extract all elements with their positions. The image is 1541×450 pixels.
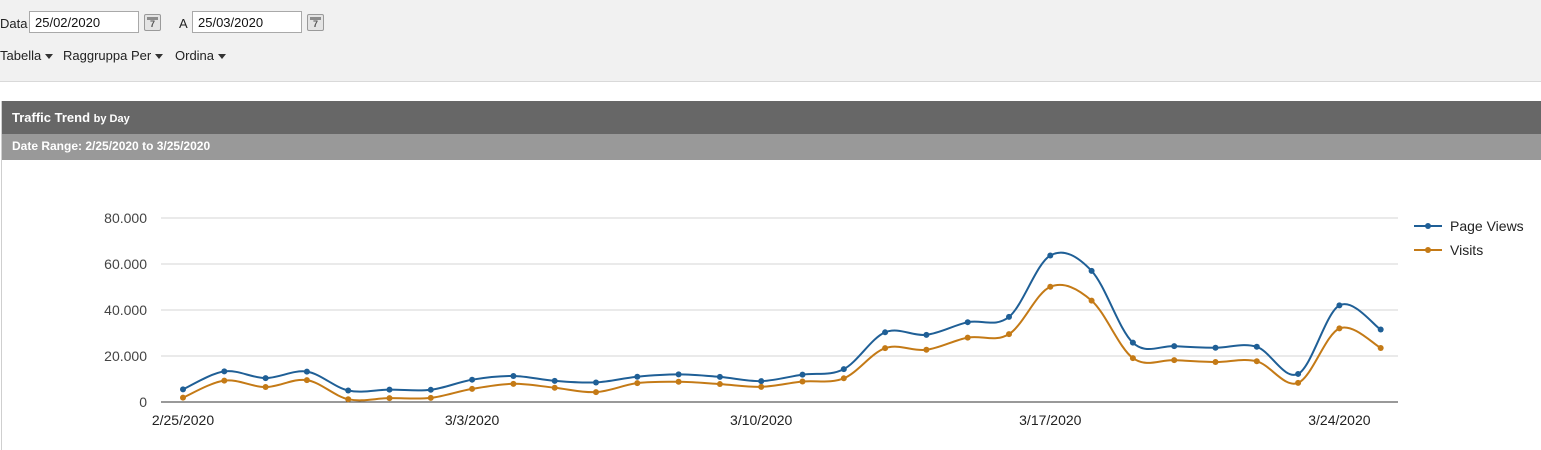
data-point-visits [427,394,434,401]
data-point-page-views [634,373,641,380]
data-point-page-views [758,378,765,385]
x-tick-label: 3/10/2020 [730,412,792,428]
chevron-down-icon [45,54,54,60]
data-point-page-views [510,373,517,380]
data-point-visits [799,378,806,385]
data-point-page-views [840,366,847,373]
data-point-page-views [882,329,889,336]
data-point-visits [1047,283,1054,290]
data-point-visits [758,383,765,390]
x-tick-label: 3/24/2020 [1308,412,1370,428]
data-point-visits [1377,344,1384,351]
y-tick-label: 0 [139,394,147,410]
data-point-page-views [303,368,310,375]
panel-title-sub: by Day [93,113,130,125]
x-tick-label: 3/3/2020 [445,412,500,428]
table-menu-label: Tabella [0,48,42,63]
data-point-page-views [469,376,476,383]
data-point-page-views [551,377,558,384]
data-point-page-views [262,375,269,382]
data-point-page-views [221,368,228,375]
x-tick-label: 2/25/2020 [152,412,214,428]
from-date-input[interactable] [29,11,139,33]
legend-label-visits: Visits [1450,242,1483,258]
y-tick-label: 20.000 [104,348,147,364]
to-calendar-icon[interactable]: 7 [307,14,324,31]
y-tick-label: 60.000 [104,256,147,272]
data-point-visits [593,389,599,396]
data-point-page-views [1295,370,1302,377]
data-point-page-views [1253,343,1260,350]
data-point-page-views [799,371,806,378]
data-point-visits [1088,297,1095,304]
data-point-page-views [180,386,186,393]
from-calendar-icon[interactable]: 7 [144,14,161,31]
data-point-page-views [923,331,930,338]
filter-toolbar: Data 7 A 7 Tabella Raggruppa Per Ordina [0,0,1541,82]
data-point-page-views [1006,313,1012,320]
data-point-visits [923,346,930,353]
y-tick-label: 40.000 [104,302,147,318]
data-point-page-views [593,379,599,386]
series-line-page-views [182,251,1382,393]
y-tick-label: 80.000 [104,210,147,226]
date-range-bar: Date Range: 2/25/2020 to 3/25/2020 [2,134,1541,160]
data-point-visits [551,384,558,391]
panel-title-main: Traffic Trend [12,110,91,125]
sort-menu[interactable]: Ordina [175,48,227,63]
to-date-label: A [179,16,188,31]
data-point-page-views [427,386,434,393]
data-point-page-views [1212,344,1219,351]
data-point-visits [180,394,186,401]
data-point-page-views [964,319,971,326]
data-point-visits [262,384,269,391]
data-point-visits [964,334,971,341]
data-point-page-views [675,371,682,378]
group-by-menu[interactable]: Raggruppa Per [63,48,164,63]
data-point-page-views [1377,326,1384,333]
from-date-label: Data [0,16,28,31]
data-point-page-views [345,387,352,394]
data-point-page-views [1171,343,1178,350]
group-by-menu-label: Raggruppa Per [63,48,152,63]
data-point-visits [303,377,310,384]
sort-menu-label: Ordina [175,48,215,63]
data-point-visits [1253,358,1260,365]
data-point-visits [675,378,682,385]
data-point-visits [1171,357,1178,364]
data-point-visits [221,377,228,384]
to-date-input[interactable] [192,11,302,33]
legend-marker-visits [1425,247,1431,253]
data-point-page-views [716,373,723,380]
panel-title: Traffic Trend by Day [2,101,1541,134]
data-point-visits [1295,379,1302,386]
data-point-visits [510,380,517,387]
series-line-visits [182,283,1382,402]
data-point-visits [716,381,723,388]
data-point-visits [345,396,352,403]
x-tick-label: 3/17/2020 [1019,412,1081,428]
table-menu[interactable]: Tabella [0,48,54,63]
legend-marker-page-views [1425,223,1431,229]
data-point-visits [469,385,476,392]
chevron-down-icon [155,54,164,60]
data-point-page-views [1129,339,1136,346]
data-point-page-views [1047,252,1054,259]
data-point-visits [1129,355,1136,362]
chevron-down-icon [218,54,227,60]
traffic-trend-panel: Traffic Trend by Day Date Range: 2/25/20… [1,101,1541,450]
data-point-page-views [386,386,393,393]
data-point-visits [840,375,847,382]
data-point-visits [1006,331,1012,338]
data-point-visits [634,380,641,387]
data-point-visits [1212,358,1219,365]
date-range-text: Date Range: 2/25/2020 to 3/25/2020 [12,139,211,153]
data-point-page-views [1336,302,1343,309]
data-point-visits [1336,325,1343,332]
data-point-page-views [1088,267,1095,274]
data-point-visits [882,345,889,352]
data-point-visits [386,395,393,402]
legend-label-page-views: Page Views [1450,218,1524,234]
